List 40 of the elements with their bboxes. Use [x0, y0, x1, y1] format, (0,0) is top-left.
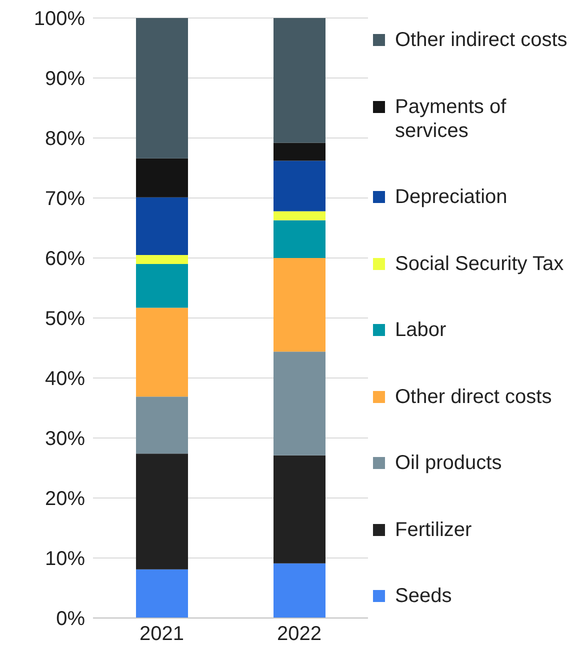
bar	[274, 220, 326, 258]
bar	[274, 211, 326, 220]
y-tick-label: 80%	[44, 128, 86, 150]
bar	[274, 142, 326, 161]
legend-label: Depreciation	[395, 185, 508, 209]
bar	[136, 308, 188, 397]
bar	[274, 352, 326, 456]
y-tick-label: 50%	[44, 308, 86, 330]
bar	[274, 160, 326, 212]
legend-label: Fertilizer	[395, 518, 472, 542]
y-tick-label: 10%	[44, 548, 86, 570]
x-tick-label: 2022	[277, 623, 322, 646]
y-tick-label: 30%	[44, 428, 86, 450]
y-tick-label: 20%	[44, 488, 86, 510]
legend-label: Oil products	[395, 451, 502, 475]
bar	[274, 455, 326, 564]
y-tick-label: 70%	[44, 188, 86, 210]
y-tick-label: 90%	[44, 68, 86, 90]
y-tick-label: 100%	[34, 8, 86, 30]
legend-label: Social Security Tax	[395, 252, 564, 276]
bar	[274, 258, 326, 352]
bar	[274, 18, 326, 143]
legend-label: Labor	[395, 318, 446, 342]
bar	[136, 197, 188, 255]
bar	[136, 158, 188, 198]
bar	[136, 18, 188, 158]
legend-label: Other direct costs	[395, 384, 552, 408]
legend-label: Other indirect costs	[395, 28, 568, 52]
bar	[136, 569, 188, 618]
y-tick-label: 60%	[44, 248, 86, 270]
bar	[136, 396, 188, 454]
bar	[136, 454, 188, 570]
bar	[136, 255, 188, 264]
bar	[274, 563, 326, 618]
legend-label: Payments of services	[395, 94, 508, 142]
x-tick-label: 2021	[140, 623, 184, 646]
bar	[136, 264, 188, 308]
y-tick-label: 40%	[44, 368, 86, 390]
y-tick-label: 0%	[56, 608, 86, 630]
legend-label: Seeds	[395, 584, 452, 608]
